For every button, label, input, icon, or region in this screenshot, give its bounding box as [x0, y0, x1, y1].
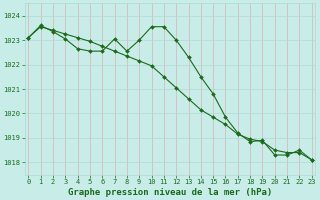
- X-axis label: Graphe pression niveau de la mer (hPa): Graphe pression niveau de la mer (hPa): [68, 188, 272, 197]
